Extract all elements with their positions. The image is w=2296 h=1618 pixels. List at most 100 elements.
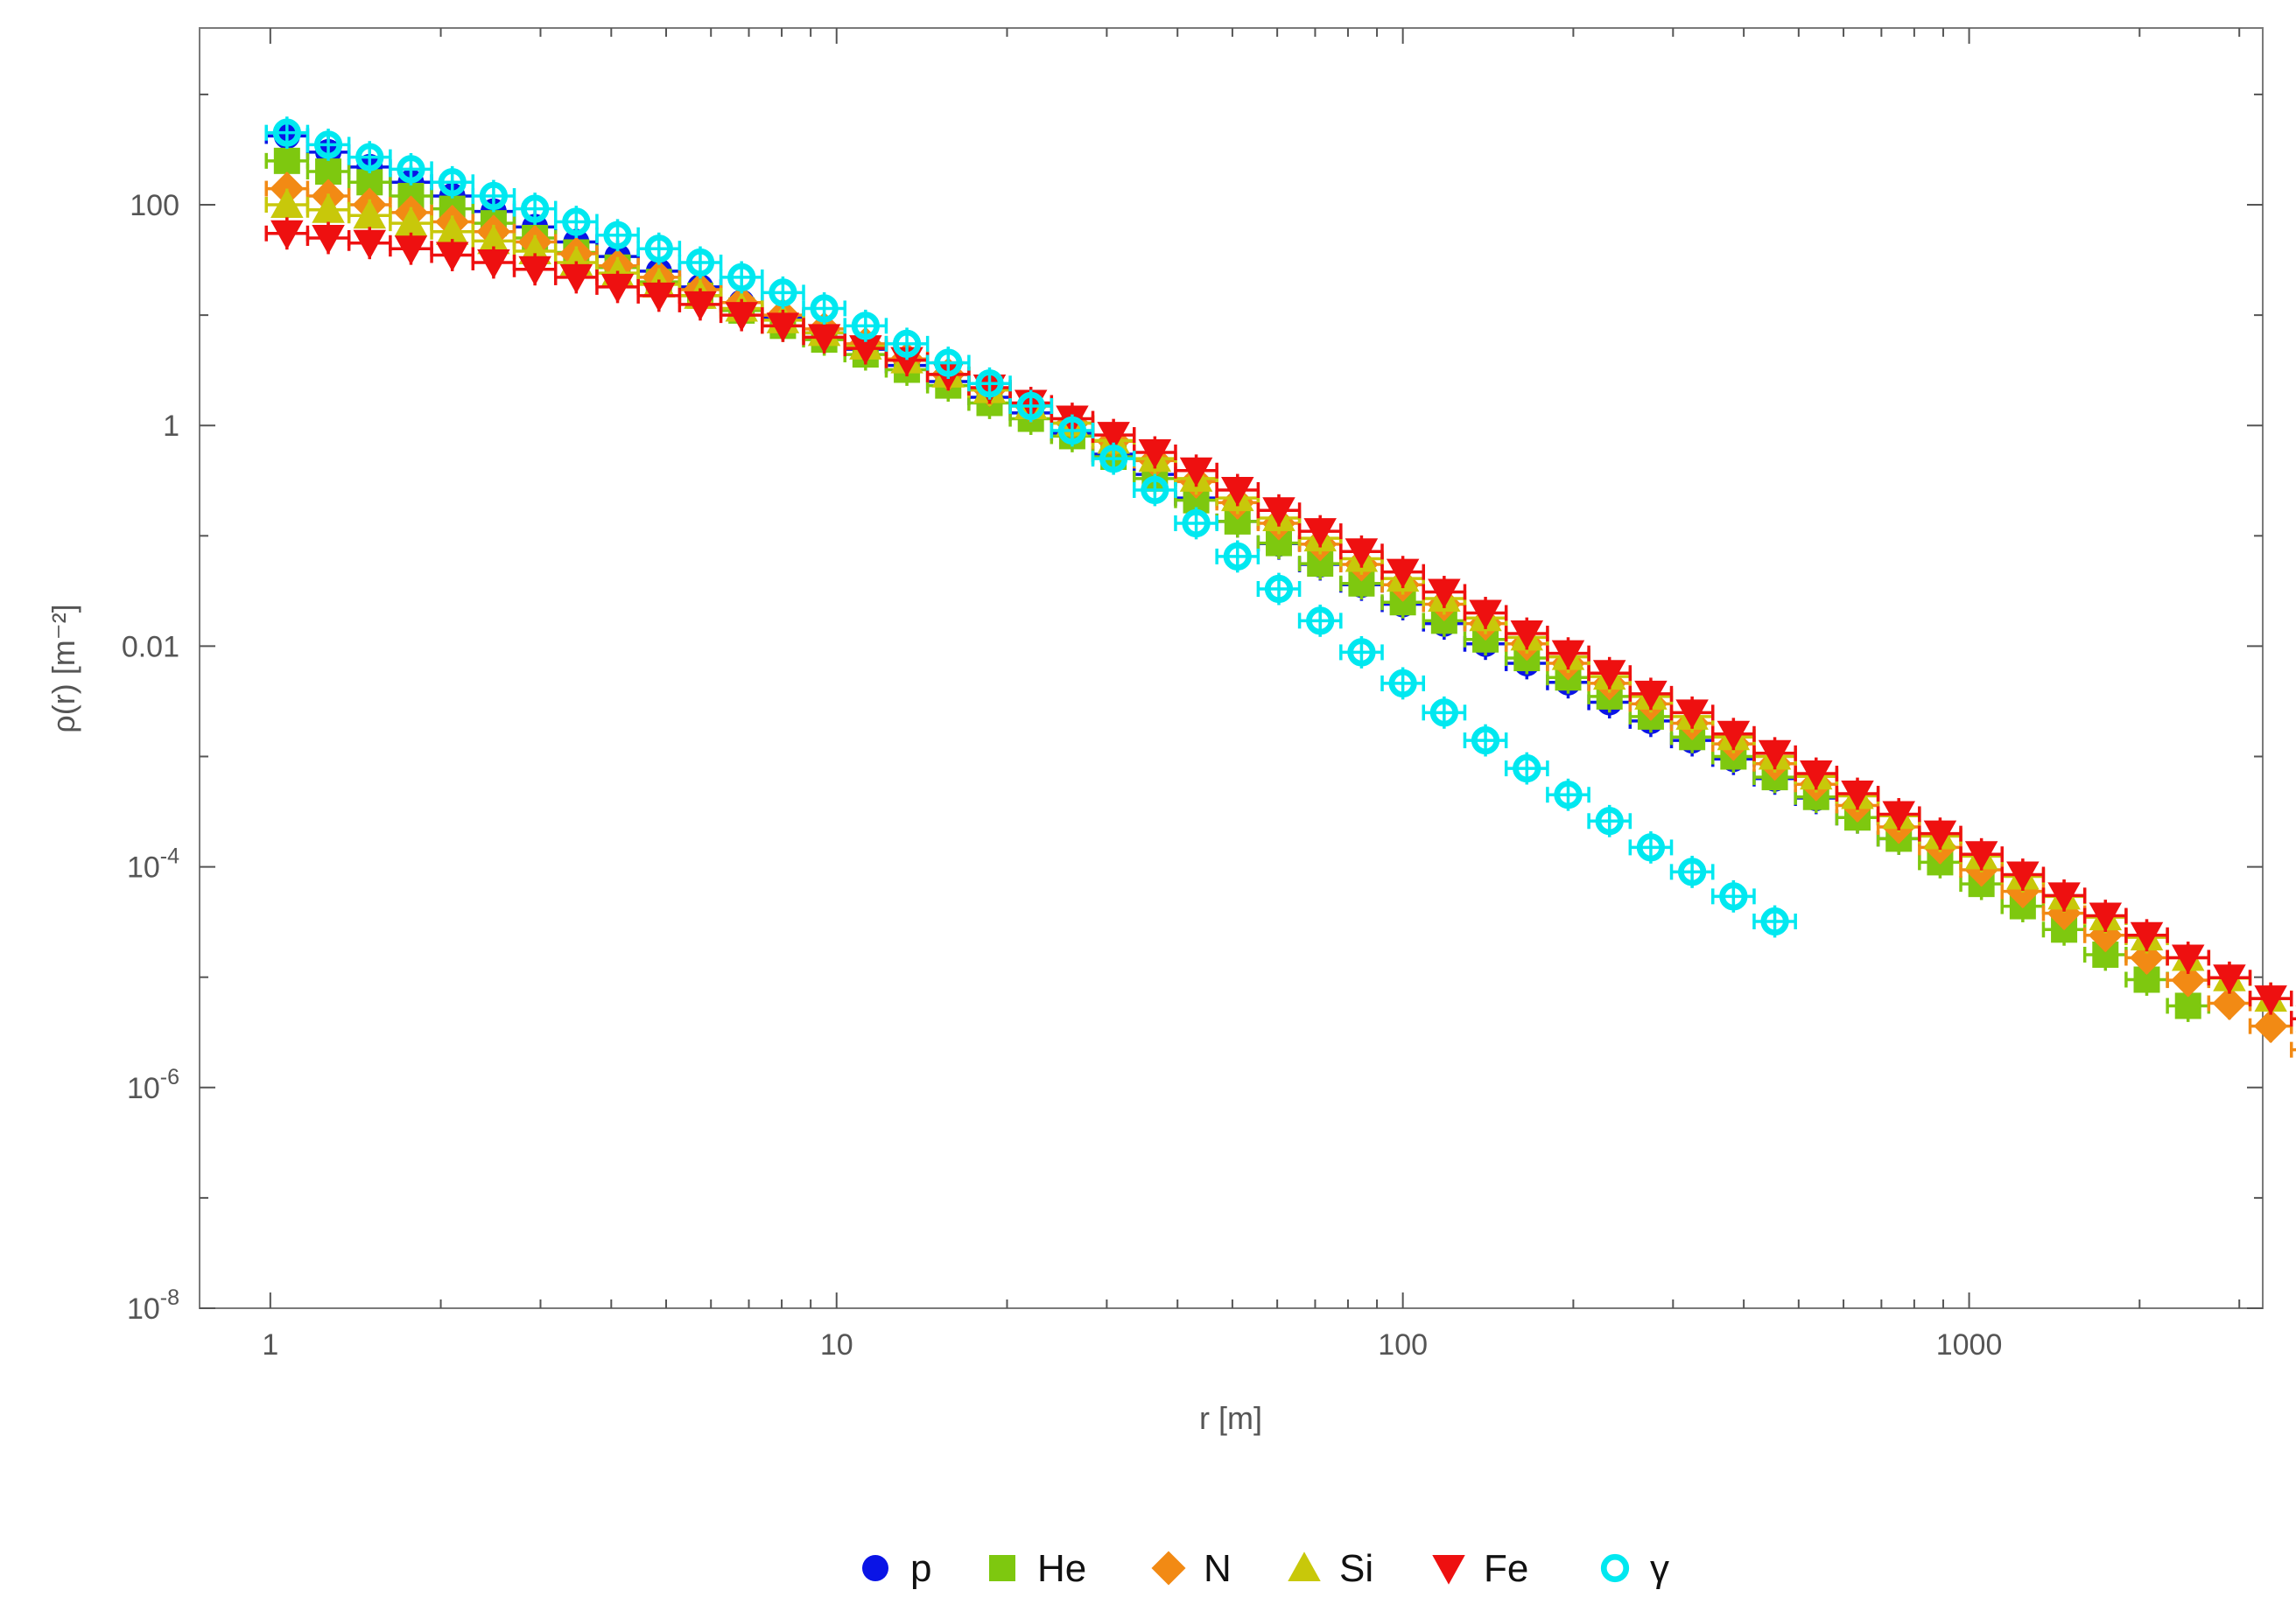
data-point	[1964, 841, 1998, 871]
data-point	[1345, 538, 1379, 569]
legend-marker	[862, 1555, 888, 1581]
data-point	[934, 348, 963, 377]
data-point	[1717, 720, 1751, 751]
data-point	[644, 235, 673, 263]
data-point	[1388, 669, 1417, 698]
legend-item-Fe: Fe	[1432, 1547, 1528, 1590]
data-point	[438, 168, 467, 197]
data-point	[1551, 640, 1585, 670]
y-tick-mantissa: 10	[127, 1072, 160, 1105]
data-point	[477, 224, 510, 255]
y-tick-label: 10-8	[127, 1285, 179, 1326]
legend-marker	[1151, 1551, 1186, 1586]
data-point	[2254, 985, 2287, 1015]
data-point	[1675, 699, 1709, 730]
data-point	[270, 188, 304, 219]
legend-item-p: p	[862, 1547, 931, 1590]
y-tick-label: 10-6	[127, 1065, 179, 1105]
data-point	[1841, 781, 1874, 810]
y-tick-mantissa: 0.01	[122, 630, 179, 663]
series-Si	[264, 188, 2296, 1033]
data-point	[355, 143, 384, 172]
data-point	[2213, 964, 2246, 995]
data-point	[1386, 558, 1420, 589]
legend-label: N	[1204, 1547, 1232, 1590]
data-point	[1223, 542, 1252, 571]
data-point	[849, 335, 882, 365]
series-γ	[264, 116, 1797, 938]
data-point	[1592, 660, 1626, 690]
data-point	[312, 224, 345, 255]
data-point	[479, 181, 509, 211]
data-point	[1471, 725, 1500, 755]
legend-marker	[1288, 1551, 1321, 1581]
y-tick-exponent: -6	[160, 1065, 179, 1089]
x-tick-labels: 1 10 100 1000	[262, 1328, 2002, 1362]
y-tick-exponent: -4	[160, 844, 179, 869]
series-N	[264, 172, 2296, 1058]
data-point	[685, 248, 715, 277]
data-point	[2171, 944, 2205, 975]
data-point	[2130, 921, 2164, 952]
legend: p He N Si Fe γ	[862, 1547, 1669, 1590]
data-point	[1634, 680, 1668, 711]
data-point	[1303, 518, 1337, 548]
data-point	[1264, 574, 1294, 604]
data-point	[1800, 760, 1833, 790]
data-point	[394, 207, 428, 237]
data-point	[1513, 753, 1541, 783]
data-point	[1182, 508, 1211, 538]
data-point	[2171, 963, 2206, 998]
series-layer	[264, 116, 2296, 1058]
x-tick-label: 1000	[1936, 1328, 2003, 1362]
data-point	[1016, 391, 1045, 421]
legend-item-N: N	[1151, 1547, 1232, 1590]
data-point	[600, 273, 635, 304]
data-point	[353, 199, 387, 229]
legend-label: p	[910, 1547, 931, 1590]
data-point	[807, 324, 841, 354]
y-tick-mantissa: 1	[163, 410, 179, 443]
data-point	[1097, 422, 1130, 452]
data-point	[312, 193, 345, 223]
y-tick-label: 100	[130, 189, 179, 222]
y-axis-title: ρ(r) [m⁻²]	[46, 604, 81, 732]
data-point	[1758, 739, 1792, 770]
data-point	[559, 263, 593, 294]
data-point	[1923, 820, 1957, 851]
data-point	[1510, 620, 1544, 650]
data-point	[851, 312, 880, 340]
y-tick-mantissa: 10	[127, 851, 160, 885]
x-tick-label: 100	[1378, 1328, 1428, 1362]
data-point	[1057, 416, 1087, 445]
data-point	[810, 294, 839, 323]
data-point	[435, 215, 469, 245]
legend-label: Si	[1339, 1547, 1373, 1590]
data-point	[518, 256, 551, 286]
data-point	[1347, 638, 1376, 667]
x-tick-label: 10	[820, 1328, 853, 1362]
data-point	[892, 329, 922, 358]
data-point	[2089, 902, 2123, 933]
data-point	[725, 302, 758, 332]
x-axis-title: r [m]	[1199, 1400, 1262, 1436]
data-point	[1760, 907, 1789, 936]
data-point	[1554, 781, 1583, 809]
data-point	[1179, 457, 1213, 487]
data-point	[273, 147, 300, 174]
series-Fe	[264, 217, 2296, 1027]
data-point	[769, 278, 797, 307]
data-point	[520, 194, 550, 223]
data-point	[270, 220, 304, 250]
legend-item-γ: γ	[1600, 1547, 1669, 1590]
data-point	[1595, 807, 1624, 836]
y-tick-mantissa: 100	[130, 189, 179, 222]
y-tick-label: 1	[163, 410, 179, 443]
data-point	[562, 207, 591, 236]
data-point	[1719, 882, 1748, 911]
data-point	[477, 249, 510, 279]
data-point	[1882, 801, 1915, 831]
data-point	[1636, 833, 1666, 862]
data-point	[353, 229, 387, 260]
